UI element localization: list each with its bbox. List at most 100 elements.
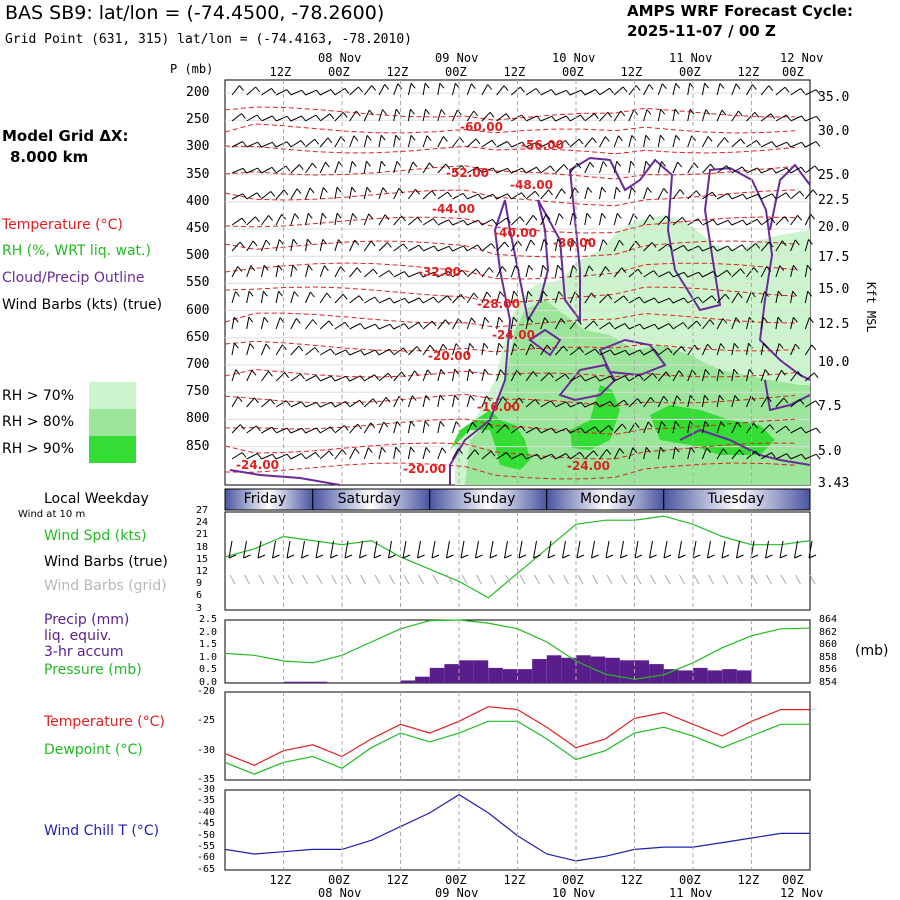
pressure-tick: 864 — [819, 614, 838, 625]
wind-barb — [613, 399, 625, 408]
wind-barb — [716, 448, 724, 460]
wind-barb-flag — [571, 238, 577, 245]
wind-barb-flag — [278, 290, 283, 297]
grid-wind-barb — [447, 574, 453, 585]
surface-wind-barb-flag — [605, 554, 614, 559]
wind-barb-flag — [520, 425, 526, 432]
wind-barb-flag — [241, 452, 247, 458]
wind-barb — [569, 187, 575, 200]
wind-barb — [290, 239, 294, 252]
precip-bar — [444, 664, 459, 683]
wind-barb — [510, 86, 521, 96]
wind-barb-flag — [265, 343, 271, 350]
wind-barb — [407, 447, 412, 460]
wind-barb — [452, 421, 457, 434]
surface-wind-barb — [562, 540, 566, 559]
precip-bar — [736, 670, 752, 683]
wind-barb — [437, 343, 444, 356]
wind-barb-flag — [785, 192, 791, 199]
bottom-hour-label: 12Z — [269, 873, 292, 887]
wind-barb — [540, 265, 544, 278]
wind-barb-flag — [301, 401, 306, 408]
temperature-contour-label: -36.00 — [553, 236, 596, 250]
wind-barb — [305, 162, 313, 174]
surface-wind-barb-flag — [663, 554, 672, 559]
wind-barb-flag — [797, 371, 803, 377]
wind-barb — [290, 213, 296, 226]
wind-barb-flag — [605, 136, 610, 142]
wind-barb — [731, 449, 740, 460]
wind-barb — [525, 115, 538, 122]
wind-barb-flag — [322, 187, 328, 193]
wind-barb — [231, 452, 243, 460]
wind-barb — [349, 187, 353, 200]
wind-barb-flag — [532, 214, 538, 221]
wind-barb — [525, 166, 537, 174]
wind-barb-flag — [771, 167, 777, 174]
wind-barb-flag — [706, 447, 712, 454]
wind-barb — [334, 293, 344, 304]
wind-barb — [290, 265, 294, 278]
wind-barb — [290, 140, 302, 148]
wind-barb — [481, 343, 485, 356]
wind-barb — [643, 84, 650, 96]
wind-barb-flag — [469, 395, 475, 401]
grid-wind-barb — [490, 574, 497, 585]
wind-barb-flag — [615, 186, 621, 193]
wind-barb-flag — [448, 271, 453, 277]
height-label: 10.0 — [818, 355, 850, 370]
wind-barb-flag — [711, 191, 717, 198]
wind-barb-flag — [255, 216, 260, 223]
wind-barb — [804, 239, 809, 252]
wind-barb — [643, 372, 654, 382]
wind-barb-flag — [704, 82, 709, 89]
surface-wind-barb — [373, 540, 378, 559]
wind-barb — [805, 453, 817, 460]
wind-barb-flag — [566, 427, 571, 434]
wind-barb-flag — [722, 318, 728, 324]
temperature-contour-label: -40.00 — [494, 226, 537, 240]
wind-barb-flag — [705, 109, 711, 115]
wind-barb — [540, 344, 548, 356]
wind-barb — [334, 87, 346, 96]
wind-barb-flag — [460, 293, 466, 300]
wind-barb-flag — [404, 323, 409, 330]
wind-barb-flag — [293, 291, 299, 297]
wind-barb — [525, 291, 529, 304]
wind-barb — [731, 193, 743, 200]
wind-barb — [319, 137, 329, 148]
wind-barb-flag — [458, 448, 463, 454]
wind-barb — [246, 167, 258, 174]
grid-wind-barb — [403, 574, 410, 585]
wind-barb-flag — [579, 347, 584, 353]
top-hour-label: 12Z — [503, 65, 526, 79]
wind-barb — [275, 115, 288, 122]
wind-barb — [231, 193, 244, 200]
wind-barb — [275, 453, 288, 460]
wind-barb — [672, 322, 684, 330]
wind-barb — [672, 109, 676, 122]
top-hour-label: 00Z — [782, 65, 804, 79]
wind-barb-flag — [504, 424, 510, 430]
wind-barb — [746, 450, 756, 460]
wind-barb — [775, 370, 782, 382]
wind-barb-flag — [322, 238, 328, 245]
wind-barb-flag — [705, 369, 710, 375]
rh-90-area — [570, 385, 620, 450]
wind-barb — [584, 89, 596, 96]
wind-barb — [716, 83, 721, 96]
legend-pressure: Pressure (mb) — [44, 662, 142, 678]
wind-barb-flag — [410, 446, 415, 453]
wind-barb-flag — [594, 426, 600, 433]
wind-barb-flag — [249, 343, 255, 349]
wind-barb-flag — [620, 110, 626, 117]
wind-chill-panel — [224, 789, 811, 871]
wind-barb — [496, 317, 500, 330]
wind-barb — [540, 317, 546, 330]
wind-barb-flag — [351, 186, 357, 193]
wind-barb — [393, 135, 397, 148]
wind-barb-flag — [283, 189, 289, 196]
top-hour-label: 12Z — [620, 65, 643, 79]
wind-barb — [231, 396, 239, 408]
wind-barb — [261, 191, 272, 200]
